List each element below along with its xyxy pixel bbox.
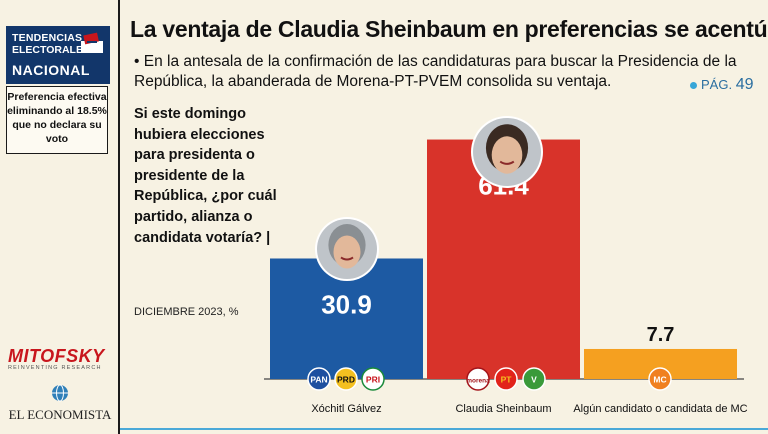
avatar-xochitl-smile <box>340 256 354 261</box>
pri-logo <box>361 367 385 391</box>
mitofsky-logo: MITOFSKY REINVENTING RESEARCH <box>8 346 112 371</box>
value-label-3: 7.7 <box>647 324 675 346</box>
pan-logo-label: PAN <box>310 375 327 385</box>
bottom-rule <box>120 428 768 430</box>
pt-logo <box>494 367 518 391</box>
headline: La ventaja de Claudia Sheinbaum en prefe… <box>130 16 768 42</box>
badge-line3: NACIONAL <box>12 62 90 78</box>
page-ref-number: 49 <box>735 76 754 93</box>
bullet-dot-icon <box>690 82 697 89</box>
category-label-2: Claudia Sheinbaum <box>455 403 551 415</box>
ballot-box-icon <box>81 32 103 53</box>
avatar-claudia-face <box>491 136 523 174</box>
category-label-3: Algún candidato o candidata de MC <box>573 403 747 415</box>
pvem-logo <box>522 367 546 391</box>
mitofsky-tagline: REINVENTING RESEARCH <box>8 365 102 371</box>
mc-logo-label: MC <box>653 375 666 385</box>
mc-logo <box>648 367 672 391</box>
page-ref-label: PÁG. <box>701 77 733 92</box>
category-label-1: Xóchitl Gálvez <box>311 403 381 415</box>
poll-date: DICIEMBRE 2023, % <box>134 306 239 318</box>
economista-name: EL ECONOMISTA <box>8 407 112 422</box>
left-column: TENDENCIAS ELECTORALES NACIONAL Preferen… <box>0 0 118 434</box>
mitofsky-name: MITOFSKY <box>8 346 105 366</box>
morena-logo <box>466 367 490 391</box>
pt-logo-label: PT <box>501 375 513 385</box>
avatar-xochitl-face <box>333 235 361 269</box>
pri-logo-label: PRI <box>366 375 380 385</box>
section-badge: TENDENCIAS ELECTORALES NACIONAL <box>6 26 110 84</box>
pvem-logo-label: V <box>531 375 537 385</box>
poll-question: Si este domingo hubiera elecciones para … <box>134 106 277 246</box>
badge-line1: TENDENCIAS <box>12 32 83 44</box>
prd-logo-label: PRD <box>337 375 355 385</box>
subheadline: • En la antesala de la confirmación de l… <box>134 53 737 90</box>
globe-icon <box>52 384 68 402</box>
el-economista-logo: EL ECONOMISTA <box>6 384 114 423</box>
methodology-note: Preferencia efectiva eliminando al 18.5%… <box>6 86 108 154</box>
avatar-claudia-smile <box>499 160 515 165</box>
morena-logo-label: morena <box>466 378 490 385</box>
badge-line2: ELECTORALES <box>12 44 90 56</box>
column-divider <box>118 0 120 434</box>
page-reference[interactable]: PÁG. 49 <box>690 76 754 94</box>
prd-logo <box>334 367 358 391</box>
pan-logo <box>307 367 331 391</box>
value-label-1: 30.9 <box>321 289 372 319</box>
